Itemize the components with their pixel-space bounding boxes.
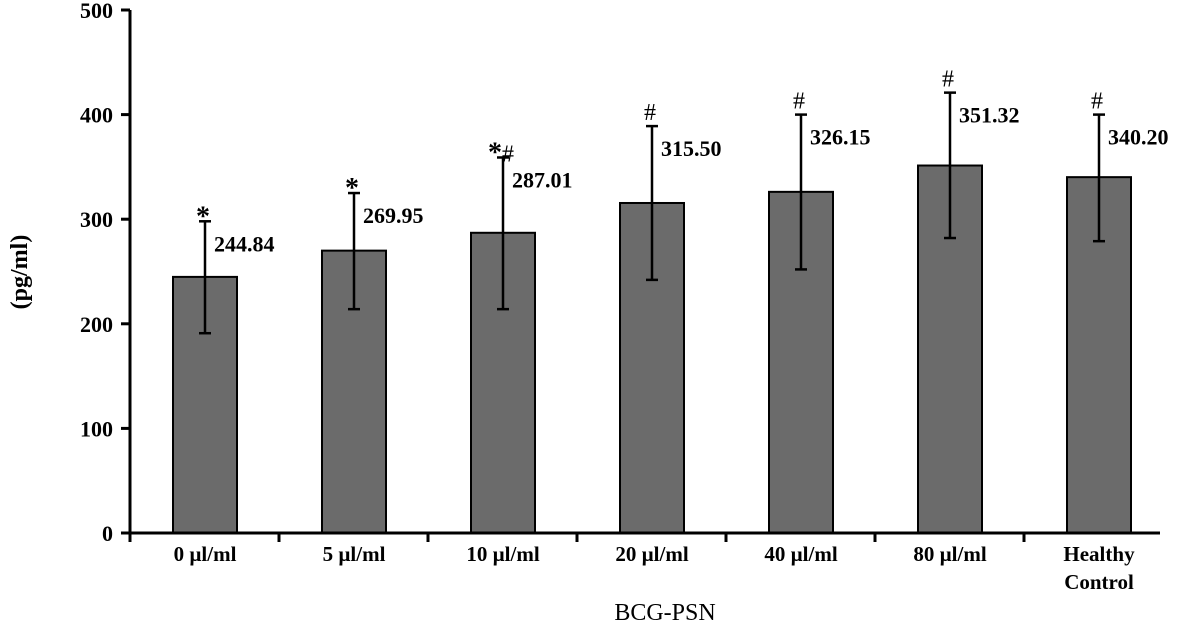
- data-label: 287.01: [512, 167, 573, 192]
- x-tick-label: 40 µl/ml: [764, 542, 838, 566]
- y-tick-label: 400: [80, 103, 113, 128]
- y-tick-label: 500: [80, 0, 113, 23]
- significance-marker: #: [644, 100, 656, 126]
- data-label: 351.32: [959, 103, 1020, 128]
- x-tick-label: 5 µl/ml: [323, 542, 386, 566]
- y-tick-label: 200: [80, 312, 113, 337]
- x-tick-label: 0 µl/ml: [174, 542, 237, 566]
- y-tick-label: 300: [80, 207, 113, 232]
- y-axis-title: (pg/ml): [7, 235, 33, 310]
- data-label: 326.15: [810, 125, 871, 150]
- x-axis-title: BCG-PSN: [614, 600, 715, 626]
- data-label: 269.95: [363, 203, 424, 228]
- error-bars-group: [199, 91, 1105, 335]
- data-label: 315.50: [661, 136, 722, 161]
- data-label: 340.20: [1108, 125, 1169, 150]
- y-tick-label: 0: [102, 521, 113, 546]
- x-tick-label: Healthy Control: [1063, 542, 1135, 594]
- significance-marker: *#: [488, 137, 514, 168]
- significance-marker: *: [196, 201, 210, 232]
- x-tick-label: 20 µl/ml: [615, 542, 689, 566]
- significance-marker: *: [345, 173, 359, 204]
- y-tick-label: 100: [80, 416, 113, 441]
- significance-marker: #: [793, 89, 805, 115]
- x-tick-label: 80 µl/ml: [913, 542, 987, 566]
- significance-marker: #: [1091, 89, 1103, 115]
- x-tick-label: 10 µl/ml: [466, 542, 540, 566]
- axes-group: 0 100 200 300 400 500: [80, 0, 1160, 546]
- data-label: 244.84: [214, 231, 275, 256]
- bar: [619, 201, 685, 534]
- significance-marker: #: [942, 67, 954, 93]
